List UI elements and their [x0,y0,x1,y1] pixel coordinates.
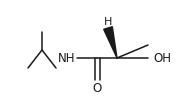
Text: NH: NH [58,51,76,65]
Text: O: O [92,82,102,95]
Text: H: H [104,17,112,27]
Text: OH: OH [153,51,171,65]
Polygon shape [104,27,117,58]
